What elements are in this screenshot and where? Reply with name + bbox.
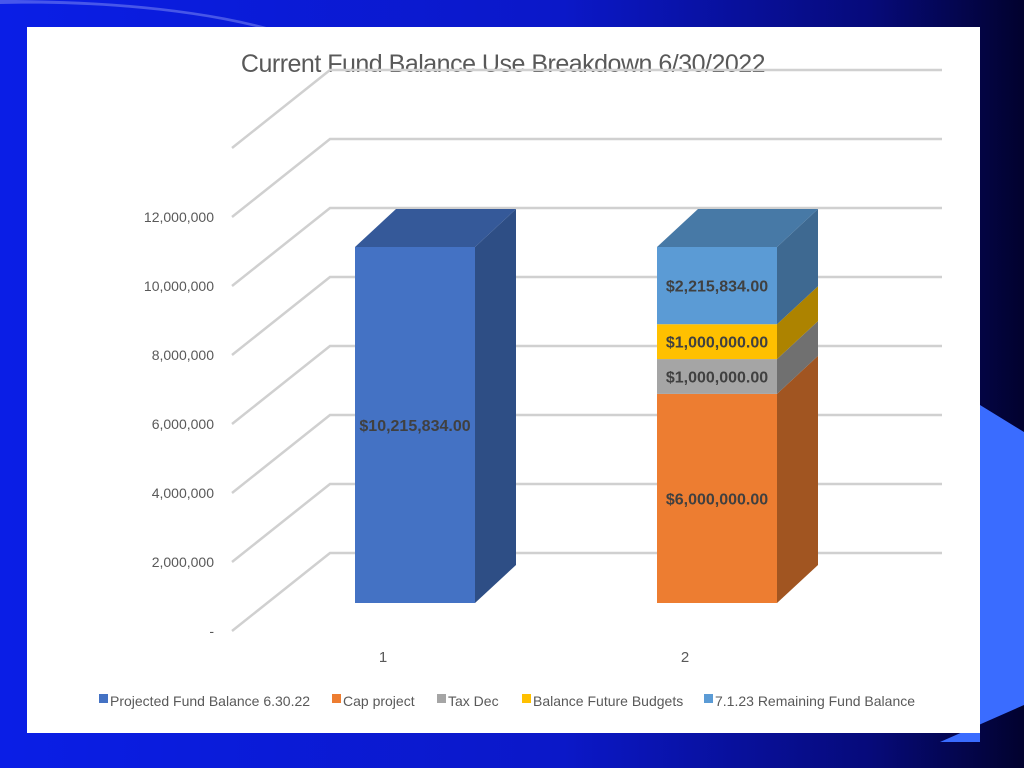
bar-segment-side [777, 321, 818, 394]
gridline [231, 137, 942, 218]
bar-segment-front [657, 247, 777, 325]
data-label: $1,000,000.00 [666, 335, 768, 352]
legend-swatch [99, 694, 108, 703]
data-label: $6,000,000.00 [666, 491, 768, 508]
legend-swatch [522, 694, 531, 703]
legend: Projected Fund Balance 6.30.22 Cap projec… [99, 693, 915, 709]
x-category-label: 1 [379, 649, 387, 666]
y-tick-label: 10,000,000 [144, 278, 214, 294]
legend-label: 7.1.23 Remaining Fund Balance [715, 693, 915, 709]
bar-segment-front [657, 393, 777, 603]
bar-segment-side [777, 286, 818, 360]
legend-label: Tax Dec [448, 693, 499, 709]
gridline [231, 413, 942, 494]
y-tick-label: 6,000,000 [152, 416, 214, 432]
bar-segment-front [657, 359, 777, 394]
chart-panel: Current Fund Balance Use Breakdown 6/30/… [27, 27, 980, 733]
bars-layer: $10,215,834.00 $6,000,000.00 $1,000,000.00… [355, 209, 818, 603]
gridline [231, 344, 942, 425]
y-axis-ticks: - 2,000,000 4,000,000 6,000,000 8,000,000 10,… [144, 209, 214, 639]
y-tick-label: 8,000,000 [152, 347, 214, 363]
x-category-label: 2 [681, 649, 689, 666]
legend-label: Balance Future Budgets [533, 693, 683, 709]
legend-swatch [332, 694, 341, 703]
bar-segment-front [657, 324, 777, 360]
y-tick-label: 4,000,000 [152, 485, 214, 501]
bar-segment-top [657, 209, 818, 247]
legend-swatch [437, 694, 446, 703]
grid-layer [231, 68, 942, 632]
bar-segment-top [355, 209, 516, 247]
data-label: $1,000,000.00 [666, 369, 768, 386]
slide-decor-arc [0, 0, 270, 28]
slide-decor-wedge [940, 405, 1024, 742]
gridline [231, 206, 942, 287]
bar-segment-side [475, 209, 516, 603]
data-label: $2,215,834.00 [666, 279, 768, 296]
data-label: $10,215,834.00 [359, 418, 470, 435]
gridline [231, 482, 942, 563]
y-tick-label: 12,000,000 [144, 209, 214, 225]
bar-segment-side [777, 355, 818, 603]
chart-canvas: Current Fund Balance Use Breakdown 6/30/… [99, 50, 942, 709]
gridline [231, 275, 942, 356]
legend-swatch [704, 694, 713, 703]
legend-label: Projected Fund Balance 6.30.22 [110, 693, 310, 709]
y-tick-label: - [209, 623, 214, 639]
chart-title: Current Fund Balance Use Breakdown 6/30/… [241, 50, 765, 78]
gridline [231, 68, 942, 149]
bar-segment-side [777, 209, 818, 325]
legend-label: Cap project [343, 693, 415, 709]
y-tick-label: 2,000,000 [152, 554, 214, 570]
bar-segment-front [355, 247, 475, 603]
gridline [231, 551, 942, 632]
